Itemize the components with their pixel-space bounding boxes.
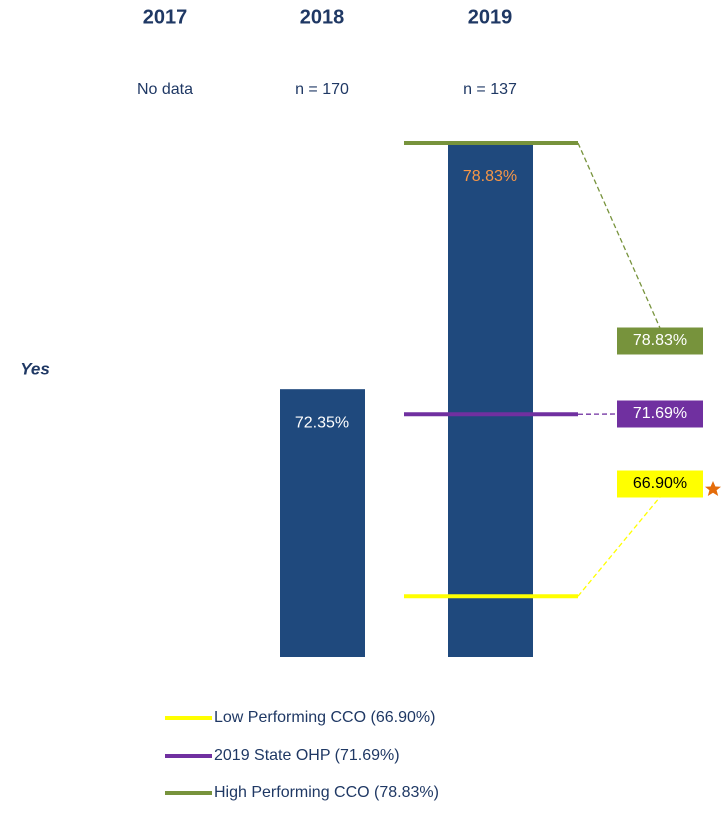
column-subtitle: No data <box>137 81 193 98</box>
callout-connector <box>578 497 660 596</box>
bar-value-label: 72.35% <box>295 414 349 431</box>
callout-label: 66.90% <box>633 475 687 492</box>
callout-connector <box>578 143 660 328</box>
column-header: 2018 <box>300 6 345 28</box>
bar-value-label: 78.83% <box>463 168 517 185</box>
column-header: 2019 <box>468 6 513 28</box>
row-label: Yes <box>20 359 50 378</box>
legend-label: Low Performing CCO (66.90%) <box>214 709 435 726</box>
legend-label: High Performing CCO (78.83%) <box>214 784 439 801</box>
bar <box>448 143 533 657</box>
column-subtitle: n = 170 <box>295 81 349 98</box>
column-header: 2017 <box>143 6 188 28</box>
callout-label: 78.83% <box>633 332 687 349</box>
legend-label: 2019 State OHP (71.69%) <box>214 747 400 764</box>
callout-label: 71.69% <box>633 405 687 422</box>
significance-star <box>705 481 721 496</box>
column-subtitle: n = 137 <box>463 81 517 98</box>
